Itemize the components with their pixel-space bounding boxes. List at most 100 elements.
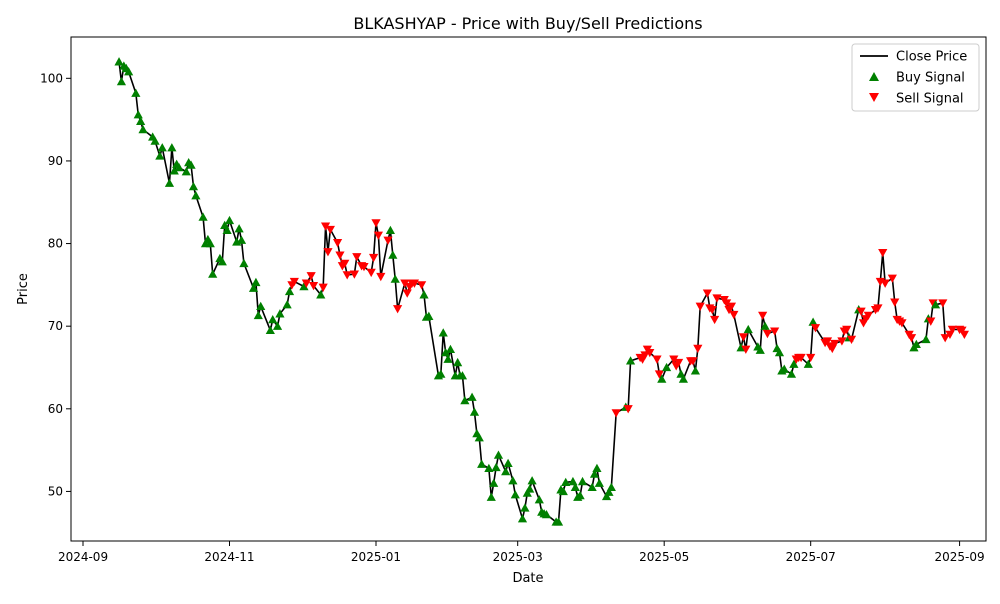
sell-signal-marker (342, 271, 352, 280)
buy-signal-marker (486, 492, 496, 501)
sell-signal-marker (926, 317, 936, 326)
buy-signal-marker (575, 490, 585, 500)
legend-swatch-buy-signal (869, 72, 879, 81)
buy-signal-marker (419, 290, 429, 299)
sell-signal-marker (368, 253, 379, 263)
buy-signal-marker (114, 57, 124, 66)
sell-signal-marker (846, 335, 857, 344)
buy-signal-marker (198, 212, 208, 221)
sell-signal-marker (726, 302, 737, 311)
buy-signal-marker (491, 462, 501, 472)
buy-signal-marker (169, 166, 179, 175)
buy-signal-marker (388, 250, 398, 259)
legend-label-buy-signal: Buy Signal (896, 71, 965, 86)
buy-signal-marker (390, 274, 400, 283)
buy-signal-marker (661, 362, 672, 372)
buy-signal-marker (803, 359, 813, 368)
buy-signal-marker (592, 463, 602, 472)
buy-signal-marker (224, 215, 235, 225)
buy-signal-marker (181, 167, 191, 176)
sell-signal-marker (938, 299, 948, 308)
buy-signal-marker (222, 225, 232, 235)
buy-signal-marker (517, 514, 528, 523)
sell-signal-marker (611, 409, 621, 418)
buy-signal-marker (760, 321, 770, 330)
sell-signal-marker (822, 337, 833, 346)
y-tick-label: 90 (48, 154, 63, 168)
buy-signal-marker (501, 466, 511, 476)
x-tick-label: 2025-05 (639, 550, 689, 564)
buy-signal-marker (251, 277, 261, 287)
sell-signal-marker (688, 357, 698, 366)
sell-signal-marker (359, 263, 369, 272)
sell-signal-marker (340, 259, 350, 268)
sell-signal-marker (738, 333, 749, 342)
buy-signal-marker (755, 345, 765, 354)
sell-signal-marker (890, 298, 900, 307)
buy-signal-marker (275, 309, 285, 318)
buy-signal-marker (299, 281, 309, 291)
sell-signal-marker (887, 274, 897, 283)
x-tick-label: 2024-11 (204, 550, 254, 564)
buy-signal-marker (558, 486, 568, 496)
sell-signal-marker (856, 307, 866, 316)
buy-signal-marker (690, 366, 701, 375)
buy-signal-marker (510, 490, 520, 499)
sell-signal-marker (301, 279, 311, 288)
buy-signal-marker (508, 476, 518, 485)
sell-signal-marker (710, 315, 720, 325)
plot-frame (70, 36, 987, 542)
sell-signal-marker (371, 219, 381, 228)
legend-label-sell-signal: Sell Signal (896, 92, 964, 107)
sell-signal-marker (796, 353, 806, 363)
close-price-line (118, 61, 966, 523)
buy-signal-marker (460, 395, 470, 405)
buy-signal-marker (625, 356, 636, 365)
sell-signal-marker (673, 358, 684, 368)
buy-signal-marker (133, 110, 143, 119)
sell-signal-marker (308, 282, 319, 291)
buy-signal-marker (606, 482, 616, 491)
sell-signal-marker (880, 279, 890, 288)
sell-signal-marker (729, 310, 739, 320)
buy-signal-marker (234, 224, 244, 233)
x-axis-ticks: 2024-09 2024-11 2025-01 2025-03 2025-05 2025-… (58, 541, 985, 564)
buy-signal-marker (124, 67, 134, 76)
buy-signal-marker (657, 374, 667, 383)
sell-signal-marker (707, 305, 717, 315)
buy-signal-marker (493, 450, 504, 459)
sell-signal-marker (306, 272, 316, 281)
buy-signal-marker (474, 433, 484, 442)
sell-signal-marker (842, 325, 852, 335)
sell-signal-marker (383, 236, 393, 245)
buy-signal-marker (469, 407, 480, 416)
sell-signal-marker (323, 248, 333, 257)
buy-signal-marker (774, 348, 785, 357)
buy-signal-marker (534, 495, 544, 504)
sell-signal-marker (352, 253, 362, 262)
buy-signal-marker (921, 334, 931, 344)
buy-signal-marker (441, 348, 451, 357)
buy-signal-marker (568, 476, 578, 486)
buy-signal-marker (248, 283, 259, 292)
x-axis-title: Date (512, 571, 543, 586)
sell-signal-marker (940, 334, 950, 343)
x-tick-label: 2025-03 (493, 550, 543, 564)
buy-signal-marker (438, 328, 448, 337)
buy-signal-marker (217, 257, 227, 266)
buy-signal-marker (316, 290, 326, 299)
sell-signal-marker (409, 279, 420, 288)
sell-signal-marker (741, 345, 751, 354)
buy-signal-marker (553, 517, 564, 526)
sell-signal-marker (349, 270, 359, 279)
sell-signal-marker (702, 289, 713, 298)
buy-signal-marker (167, 143, 177, 152)
buy-signal-marker (604, 487, 614, 496)
sell-signal-marker (400, 279, 410, 288)
buy-signal-marker (116, 77, 127, 86)
sell-signal-marker (376, 272, 386, 282)
sell-signal-marker (654, 370, 664, 379)
sell-signal-marker (652, 355, 662, 364)
